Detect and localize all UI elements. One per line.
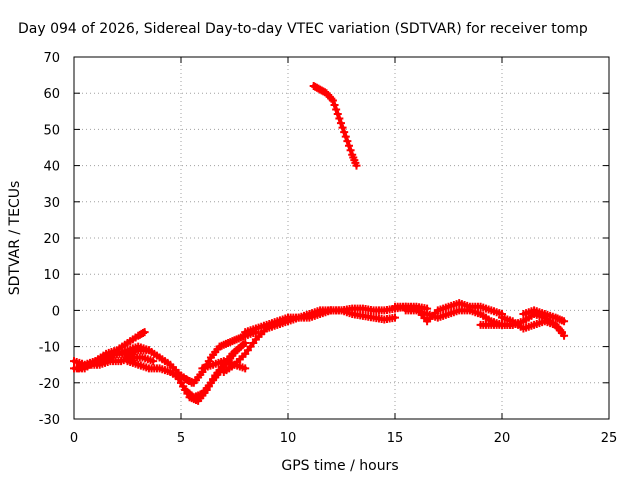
data-point (335, 114, 344, 123)
data-point (333, 110, 342, 119)
series-segment-3 (74, 353, 158, 373)
y-tick-label: 30 (43, 196, 60, 211)
data-point (346, 146, 355, 155)
chart-title: Day 094 of 2026, Sidereal Day-to-day VTE… (18, 21, 588, 37)
data-point (344, 141, 353, 150)
grid (74, 57, 609, 419)
y-tick-label: 50 (43, 123, 60, 138)
data-point (332, 105, 341, 114)
x-tick-label: 15 (387, 431, 404, 446)
data-point (241, 364, 250, 373)
data-point (560, 331, 569, 340)
x-tick-label: 0 (70, 431, 78, 446)
data-point (343, 137, 352, 146)
series-segment-5 (123, 357, 185, 384)
data-point (149, 357, 158, 366)
y-tick-label: 20 (43, 232, 60, 247)
y-tick-label: 40 (43, 160, 60, 175)
x-tick-label: 10 (280, 431, 297, 446)
data-point (340, 128, 349, 137)
series-segment-12 (309, 81, 361, 170)
y-tick-label: 10 (43, 268, 60, 283)
data-point (140, 328, 149, 337)
x-tick-label: 25 (601, 431, 618, 446)
data-point (560, 317, 569, 326)
y-axis-title: SDTVAR / TECUs (7, 181, 23, 296)
axis-ticks: 0 5 10 15 20 25 -30 -20 -10 0 10 20 30 40 50 60 70 (39, 51, 618, 446)
series-segment-19 (519, 306, 569, 326)
data-point (328, 96, 337, 105)
x-tick-label: 20 (494, 431, 511, 446)
data-series (70, 81, 569, 405)
y-tick-label: 60 (43, 87, 60, 102)
data-point (336, 119, 345, 128)
data-point (236, 342, 245, 351)
data-point (391, 313, 399, 322)
x-tick-label: 5 (177, 431, 185, 446)
data-point (338, 123, 347, 132)
y-tick-label: -30 (39, 413, 60, 428)
y-tick-label: 70 (43, 51, 60, 66)
data-point (341, 132, 350, 141)
series-segment-18 (498, 313, 569, 340)
x-axis-title: GPS time / hours (281, 458, 398, 474)
y-tick-label: 0 (52, 304, 60, 319)
y-tick-label: -10 (39, 341, 60, 356)
data-point (330, 100, 339, 109)
data-point (241, 338, 250, 347)
data-point (352, 161, 361, 170)
y-tick-label: -20 (39, 377, 60, 392)
